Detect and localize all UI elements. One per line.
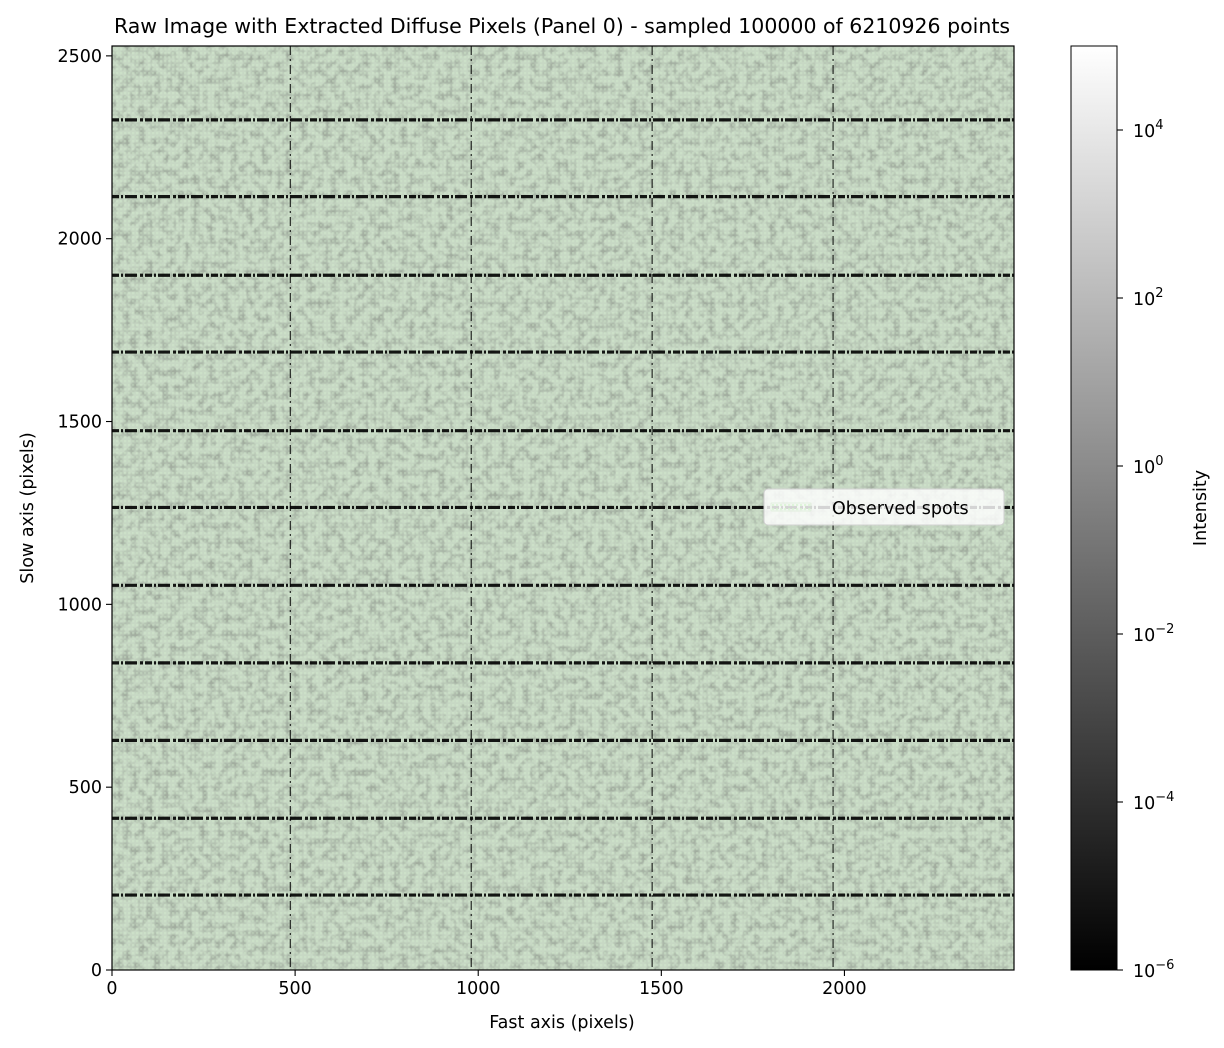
- colorbar-gradient: [1070, 45, 1118, 971]
- colorbar-tick-label: 10−6: [1133, 958, 1174, 982]
- x-tick-label: 0: [106, 979, 117, 999]
- y-tick-label: 1500: [57, 413, 102, 433]
- colorbar-tick-label: 102: [1133, 286, 1164, 310]
- y-tick-label: 2000: [57, 230, 102, 250]
- x-axis: 0 500 1000 1500 2000: [106, 970, 867, 999]
- colorbar-tick-label: 104: [1133, 118, 1164, 142]
- chart-title: Raw Image with Extracted Diffuse Pixels …: [114, 14, 1010, 38]
- y-tick-label: 0: [91, 961, 102, 981]
- colorbar: 10−6 10−4 10−2 100 102 104 Intensity: [1070, 45, 1211, 982]
- x-axis-label: Fast axis (pixels): [489, 1013, 635, 1033]
- legend: Observed spots: [763, 488, 1005, 526]
- legend-box: [763, 488, 1005, 526]
- colorbar-label: Intensity: [1191, 470, 1211, 546]
- colorbar-tick-label: 10−4: [1133, 790, 1174, 814]
- y-axis-label: Slow axis (pixels): [18, 432, 38, 583]
- x-tick-label: 500: [278, 979, 311, 999]
- x-tick-label: 1000: [456, 979, 501, 999]
- plot-frame: [111, 45, 1015, 971]
- colorbar-ticks: 10−6 10−4 10−2 100 102 104: [1117, 118, 1174, 982]
- y-axis: 0 500 1000 1500 2000 2500: [57, 47, 112, 981]
- x-tick-label: 1500: [639, 979, 684, 999]
- colorbar-tick-label: 100: [1133, 454, 1164, 478]
- y-tick-label: 500: [69, 778, 102, 798]
- colorbar-tick-label: 10−2: [1133, 622, 1174, 646]
- y-tick-label: 2500: [57, 47, 102, 67]
- detector-gaps: [112, 46, 1014, 970]
- y-tick-label: 1000: [57, 595, 102, 615]
- legend-marker: [770, 502, 812, 512]
- legend-label: Observed spots: [832, 499, 969, 519]
- x-tick-label: 2000: [822, 979, 867, 999]
